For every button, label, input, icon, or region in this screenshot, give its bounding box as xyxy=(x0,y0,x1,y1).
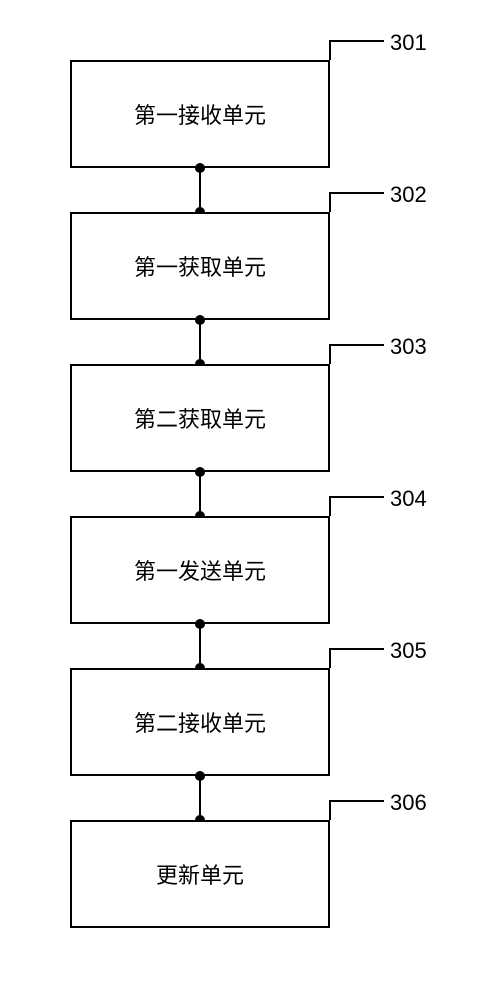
node-n4: 第一发送单元 xyxy=(70,516,330,624)
connector xyxy=(199,776,201,820)
leader-vertical xyxy=(329,192,331,212)
node-label: 更新单元 xyxy=(156,858,244,890)
ref-label-n6: 306 xyxy=(390,790,427,816)
leader-vertical xyxy=(329,496,331,516)
connector xyxy=(199,168,201,212)
leader-vertical xyxy=(329,648,331,668)
leader-horizontal xyxy=(330,344,384,346)
ref-label-n3: 303 xyxy=(390,334,427,360)
leader-horizontal xyxy=(330,648,384,650)
leader-vertical xyxy=(329,40,331,60)
ref-label-n5: 305 xyxy=(390,638,427,664)
leader-horizontal xyxy=(330,192,384,194)
node-n3: 第二获取单元 xyxy=(70,364,330,472)
leader-horizontal xyxy=(330,40,384,42)
leader-vertical xyxy=(329,344,331,364)
connector xyxy=(199,320,201,364)
node-n2: 第一获取单元 xyxy=(70,212,330,320)
leader-horizontal xyxy=(330,800,384,802)
connector xyxy=(199,472,201,516)
node-label: 第一获取单元 xyxy=(134,250,266,282)
node-n6: 更新单元 xyxy=(70,820,330,928)
connector-dot xyxy=(195,315,205,325)
node-label: 第一接收单元 xyxy=(134,98,266,130)
node-label: 第二接收单元 xyxy=(134,706,266,738)
node-label: 第二获取单元 xyxy=(134,402,266,434)
block-diagram: 第一接收单元 301 第一获取单元 302 第二获取单元 303 第一发送单元 304 第二接收… xyxy=(0,0,500,1000)
connector xyxy=(199,624,201,668)
leader-vertical xyxy=(329,800,331,820)
node-n5: 第二接收单元 xyxy=(70,668,330,776)
leader-horizontal xyxy=(330,496,384,498)
node-label: 第一发送单元 xyxy=(134,554,266,586)
node-n1: 第一接收单元 xyxy=(70,60,330,168)
connector-dot xyxy=(195,163,205,173)
connector-dot xyxy=(195,619,205,629)
ref-label-n1: 301 xyxy=(390,30,427,56)
connector-dot xyxy=(195,771,205,781)
connector-dot xyxy=(195,467,205,477)
ref-label-n2: 302 xyxy=(390,182,427,208)
ref-label-n4: 304 xyxy=(390,486,427,512)
